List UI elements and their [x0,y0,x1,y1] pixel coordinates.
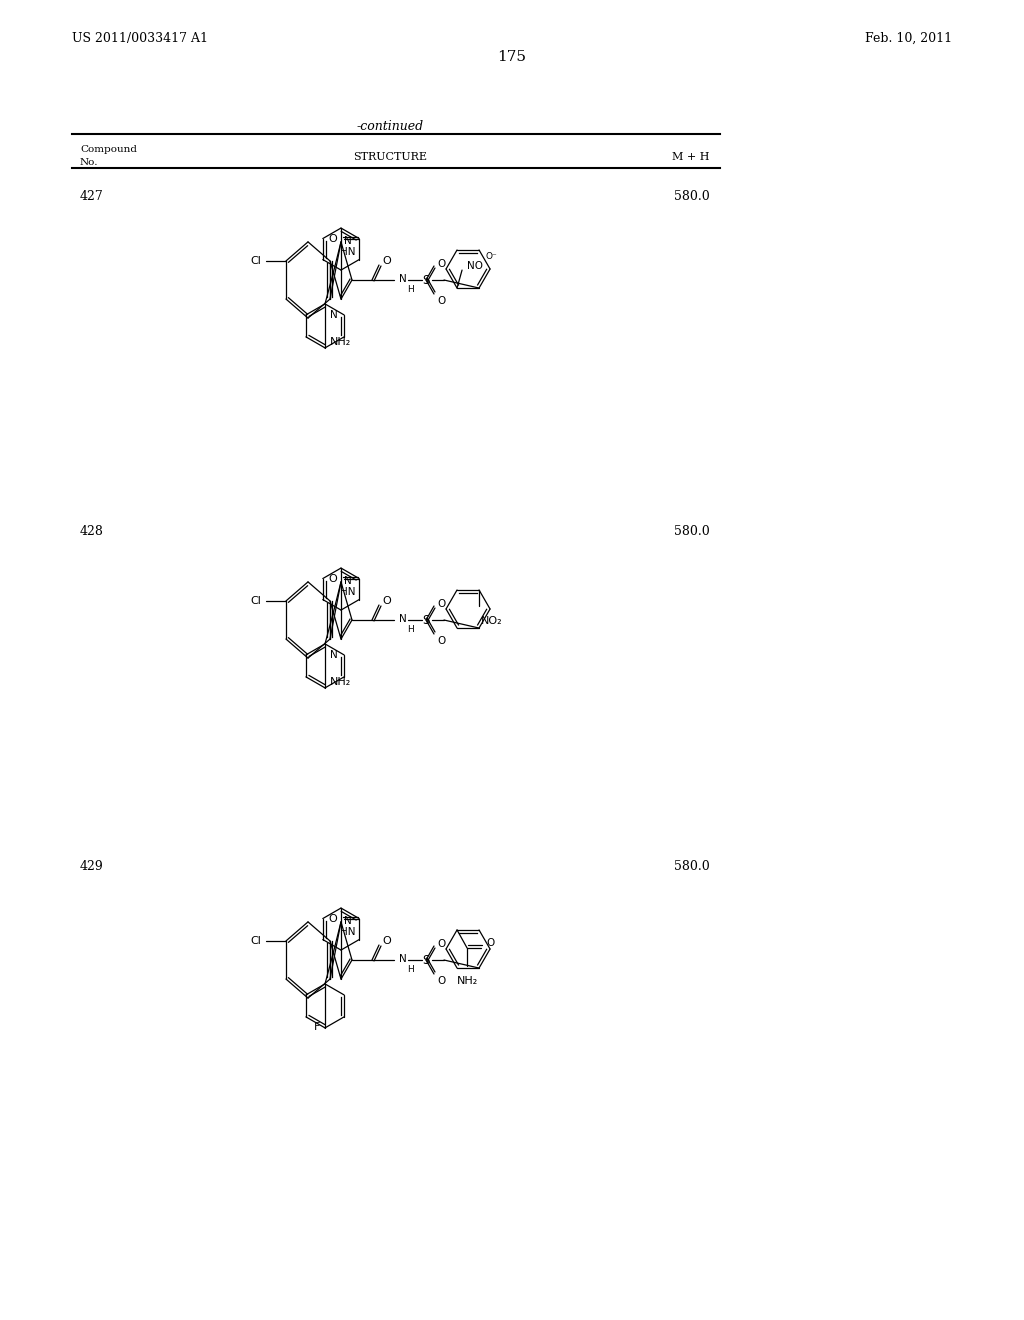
Text: H: H [407,965,414,974]
Text: 427: 427 [80,190,103,203]
Text: O: O [329,913,337,924]
Text: N: N [344,236,352,246]
Text: NO₂: NO₂ [481,616,503,626]
Text: O: O [382,936,391,946]
Text: O: O [329,234,337,244]
Text: 580.0: 580.0 [674,861,710,873]
Text: O: O [437,975,445,986]
Text: 175: 175 [498,50,526,63]
Text: O: O [437,259,445,269]
Text: 580.0: 580.0 [674,190,710,203]
Text: -continued: -continued [356,120,424,133]
Text: O: O [382,256,391,267]
Text: O: O [437,939,445,949]
Text: O: O [437,599,445,609]
Text: HN: HN [340,586,355,597]
Text: N: N [344,916,352,925]
Text: NH₂: NH₂ [330,677,350,686]
Text: N: N [331,649,338,660]
Text: Cl: Cl [250,595,261,606]
Text: Cl: Cl [250,936,261,946]
Text: 580.0: 580.0 [674,525,710,539]
Text: S: S [422,953,430,966]
Text: O: O [329,574,337,583]
Text: N: N [344,576,352,586]
Text: O: O [437,296,445,306]
Text: 428: 428 [80,525,103,539]
Text: NH₂: NH₂ [330,337,350,347]
Text: Compound: Compound [80,145,137,154]
Text: NH₂: NH₂ [457,975,477,986]
Text: 429: 429 [80,861,103,873]
Text: O⁻: O⁻ [485,252,497,260]
Text: No.: No. [80,158,98,168]
Text: M + H: M + H [673,152,710,162]
Text: N: N [399,954,407,964]
Text: HN: HN [340,927,355,937]
Text: O: O [437,636,445,645]
Text: H: H [407,285,414,294]
Text: STRUCTURE: STRUCTURE [353,152,427,162]
Text: N: N [331,310,338,319]
Text: N: N [399,275,407,284]
Text: S: S [422,273,430,286]
Text: H: H [407,624,414,634]
Text: F: F [314,1022,321,1032]
Text: N: N [399,614,407,624]
Text: HN: HN [340,247,355,256]
Text: O: O [382,597,391,606]
Text: O: O [486,939,495,948]
Text: Cl: Cl [250,256,261,265]
Text: Feb. 10, 2011: Feb. 10, 2011 [865,32,952,45]
Text: US 2011/0033417 A1: US 2011/0033417 A1 [72,32,208,45]
Text: S: S [422,614,430,627]
Text: NO: NO [467,261,483,271]
